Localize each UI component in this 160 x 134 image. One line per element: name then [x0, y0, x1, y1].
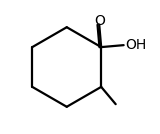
Text: O: O	[94, 14, 105, 28]
Text: OH: OH	[125, 38, 146, 52]
